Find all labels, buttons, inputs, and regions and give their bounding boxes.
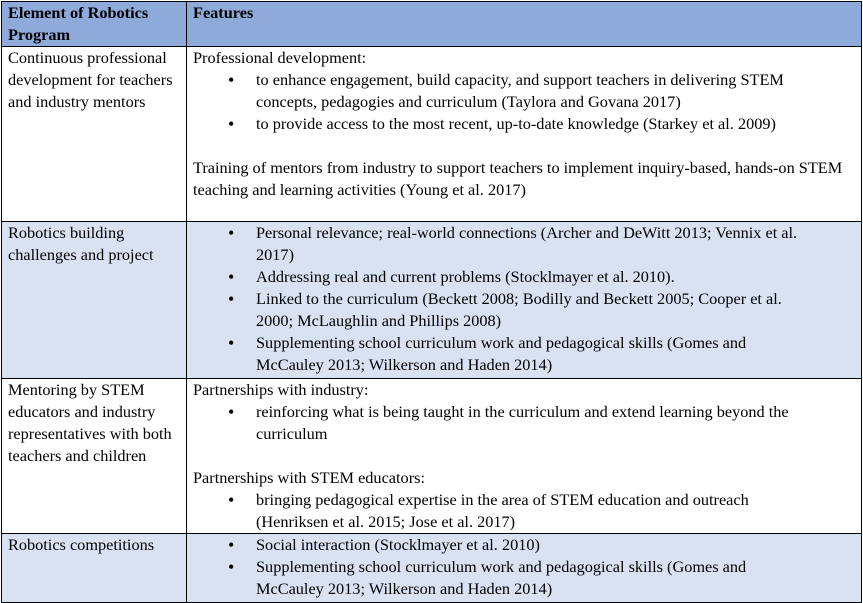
feature-heading: Partnerships with STEM educators: [193,468,425,487]
features-cell: Partnerships with industry: reinforcing w… [186,378,862,534]
feature-heading: Partnerships with industry: [193,380,369,399]
spacer [193,445,855,467]
list-item: Supplementing school curriculum work and… [228,332,805,376]
spacer [193,135,855,157]
list-item: Social interaction (Stocklmayer et al. 2… [228,534,805,556]
feature-list: reinforcing what is being taught in the … [193,401,855,445]
table-row: Robotics building challenges and project… [1,221,862,379]
feature-heading: Training of mentors from industry to sup… [193,158,843,199]
list-item: bringing pedagogical expertise in the ar… [228,489,805,533]
element-cell: Robotics competitions [1,533,187,603]
header-features: Features [186,1,862,47]
element-cell: Robotics building challenges and project [1,221,187,379]
header-element: Element of Robotics Program [1,1,187,47]
table-row: Mentoring by STEM educators and industry… [1,378,862,534]
features-cell: Professional development: to enhance enga… [186,46,862,222]
table-header-row: Element of Robotics Program Features [1,1,862,47]
feature-list: bringing pedagogical expertise in the ar… [193,489,855,533]
element-cell: Continuous professional development for … [1,46,187,222]
feature-list: Personal relevance; real-world connectio… [193,222,855,376]
list-item: reinforcing what is being taught in the … [228,401,805,445]
feature-list: Social interaction (Stocklmayer et al. 2… [193,534,855,600]
list-item: Personal relevance; real-world connectio… [228,222,805,266]
table-row: Robotics competitions Social interaction … [1,533,862,603]
list-item: Addressing real and current problems (St… [228,266,805,288]
list-item: to enhance engagement, build capacity, a… [228,69,805,113]
list-item: Supplementing school curriculum work and… [228,556,805,600]
features-cell: Social interaction (Stocklmayer et al. 2… [186,533,862,603]
list-item: to provide access to the most recent, up… [228,113,805,135]
table-row: Continuous professional development for … [1,46,862,222]
element-cell: Mentoring by STEM educators and industry… [1,378,187,534]
feature-heading: Professional development: [193,48,367,67]
features-cell: Personal relevance; real-world connectio… [186,221,862,379]
feature-list: to enhance engagement, build capacity, a… [193,69,855,135]
list-item: Linked to the curriculum (Beckett 2008; … [228,288,805,332]
